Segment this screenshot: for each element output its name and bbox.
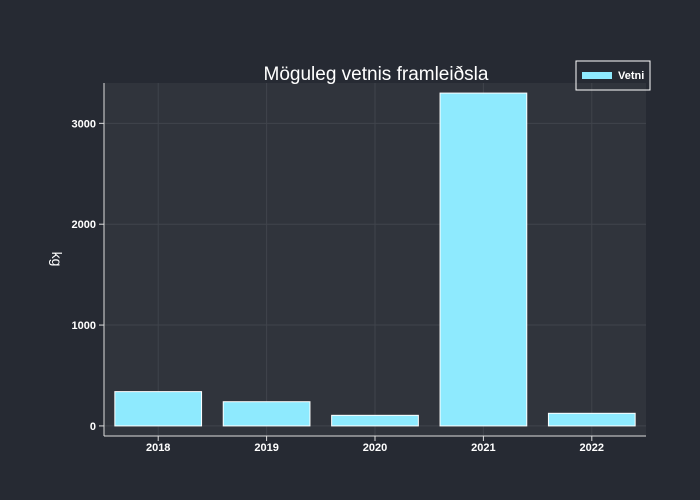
x-tick-label: 2020 xyxy=(363,442,387,454)
legend-label-vetni: Vetni xyxy=(618,70,644,82)
x-tick-label: 2022 xyxy=(580,442,604,454)
legend[interactable]: Vetni xyxy=(575,60,651,91)
y-tick-label: 2000 xyxy=(72,219,96,231)
chart-title: Möguleg vetnis framleiðsla xyxy=(264,64,489,85)
bar-2019[interactable] xyxy=(222,401,311,427)
bars xyxy=(114,92,636,427)
bar-2022[interactable] xyxy=(547,412,636,427)
legend-swatch-vetni xyxy=(582,72,612,79)
x-tick-label: 2019 xyxy=(254,442,278,454)
bar-2018[interactable] xyxy=(114,391,203,427)
y-axis-label: kg xyxy=(49,252,65,267)
legend-box xyxy=(575,60,651,91)
x-tick-label: 2018 xyxy=(146,442,170,454)
tick-labels: 0 1000 2000 3000 2018 2019 2020 2021 2022 xyxy=(72,118,605,454)
bar-2021[interactable] xyxy=(439,92,528,427)
y-tick-label: 3000 xyxy=(72,118,96,130)
y-tick-label: 0 xyxy=(90,421,96,433)
x-tick-label: 2021 xyxy=(471,442,495,454)
y-tick-label: 1000 xyxy=(72,320,96,332)
bar-2020[interactable] xyxy=(331,414,419,427)
